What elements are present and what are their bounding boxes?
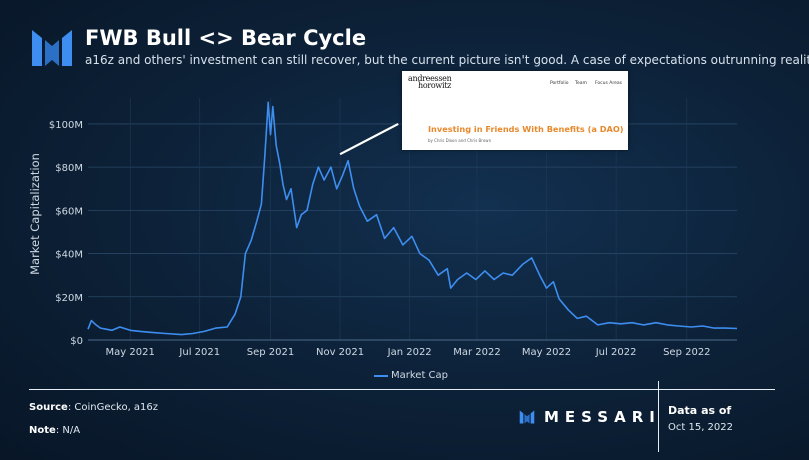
y-tick-labels: $0 $20M $40M $60M $80M $100M [49, 120, 83, 347]
legend-swatch [374, 374, 388, 377]
footer-divider [29, 389, 775, 390]
x-tick-label: Mar 2022 [453, 347, 501, 358]
x-tick-label: May 2022 [522, 347, 571, 358]
x-tick-label: Jan 2022 [387, 347, 432, 358]
source-note: Source: CoinGecko, a16z [29, 402, 159, 413]
firm-logo: andreessen horowitz [408, 74, 452, 90]
messari-mark-icon [519, 410, 535, 424]
legend-label-market-cap: Market Cap [391, 370, 449, 381]
chart-subtitle: a16z and others' investment can still re… [85, 53, 809, 67]
y-axis-label: Market Capitalization [28, 153, 42, 275]
y-tick-label: $20M [55, 293, 83, 304]
y-tick-label: $60M [55, 206, 83, 217]
annotation-line [339, 122, 399, 156]
x-tick-label: Jul 2022 [595, 347, 637, 358]
messari-logo-icon [32, 30, 72, 66]
article-title: Investing in Friends With Benefits (a DA… [428, 124, 624, 134]
x-tick-label: Nov 2021 [316, 347, 364, 358]
x-tick-label: Sep 2022 [663, 347, 710, 358]
series-line-market-cap [87, 101, 738, 336]
y-tick-label: $80M [55, 163, 83, 174]
data-as-of-date: Oct 15, 2022 [668, 422, 733, 433]
y-tick-label: $0 [70, 336, 83, 347]
messari-wordmark: MESSARI [544, 408, 661, 426]
footer-vertical-divider [658, 381, 659, 452]
nav-item-team: Team [575, 81, 587, 86]
x-tick-label: Sep 2021 [247, 347, 294, 358]
nav-item-portfolio: Portfolio [550, 81, 569, 86]
x-tick-label: May 2021 [106, 347, 155, 358]
chart-title: FWB Bull <> Bear Cycle [85, 26, 367, 50]
data-as-of-label: Data as of [668, 404, 732, 417]
y-tick-label: $40M [55, 250, 83, 261]
article-byline: by Chris Dixon and Chris Brown [428, 138, 492, 143]
nav-item-focus-areas: Focus Areas [595, 81, 622, 86]
x-tick-label: Jul 2021 [178, 347, 220, 358]
note-text: Note: N/A [29, 425, 81, 436]
messari-brand: MESSARI [516, 408, 661, 426]
legend: Market Cap [374, 370, 448, 381]
x-tick-labels: May 2021 Jul 2021 Sep 2021 Nov 2021 Jan 2022… [106, 347, 711, 358]
article-screenshot: andreessen horowitz Portfolio Team Focus… [402, 71, 628, 150]
y-tick-label: $100M [49, 120, 83, 131]
